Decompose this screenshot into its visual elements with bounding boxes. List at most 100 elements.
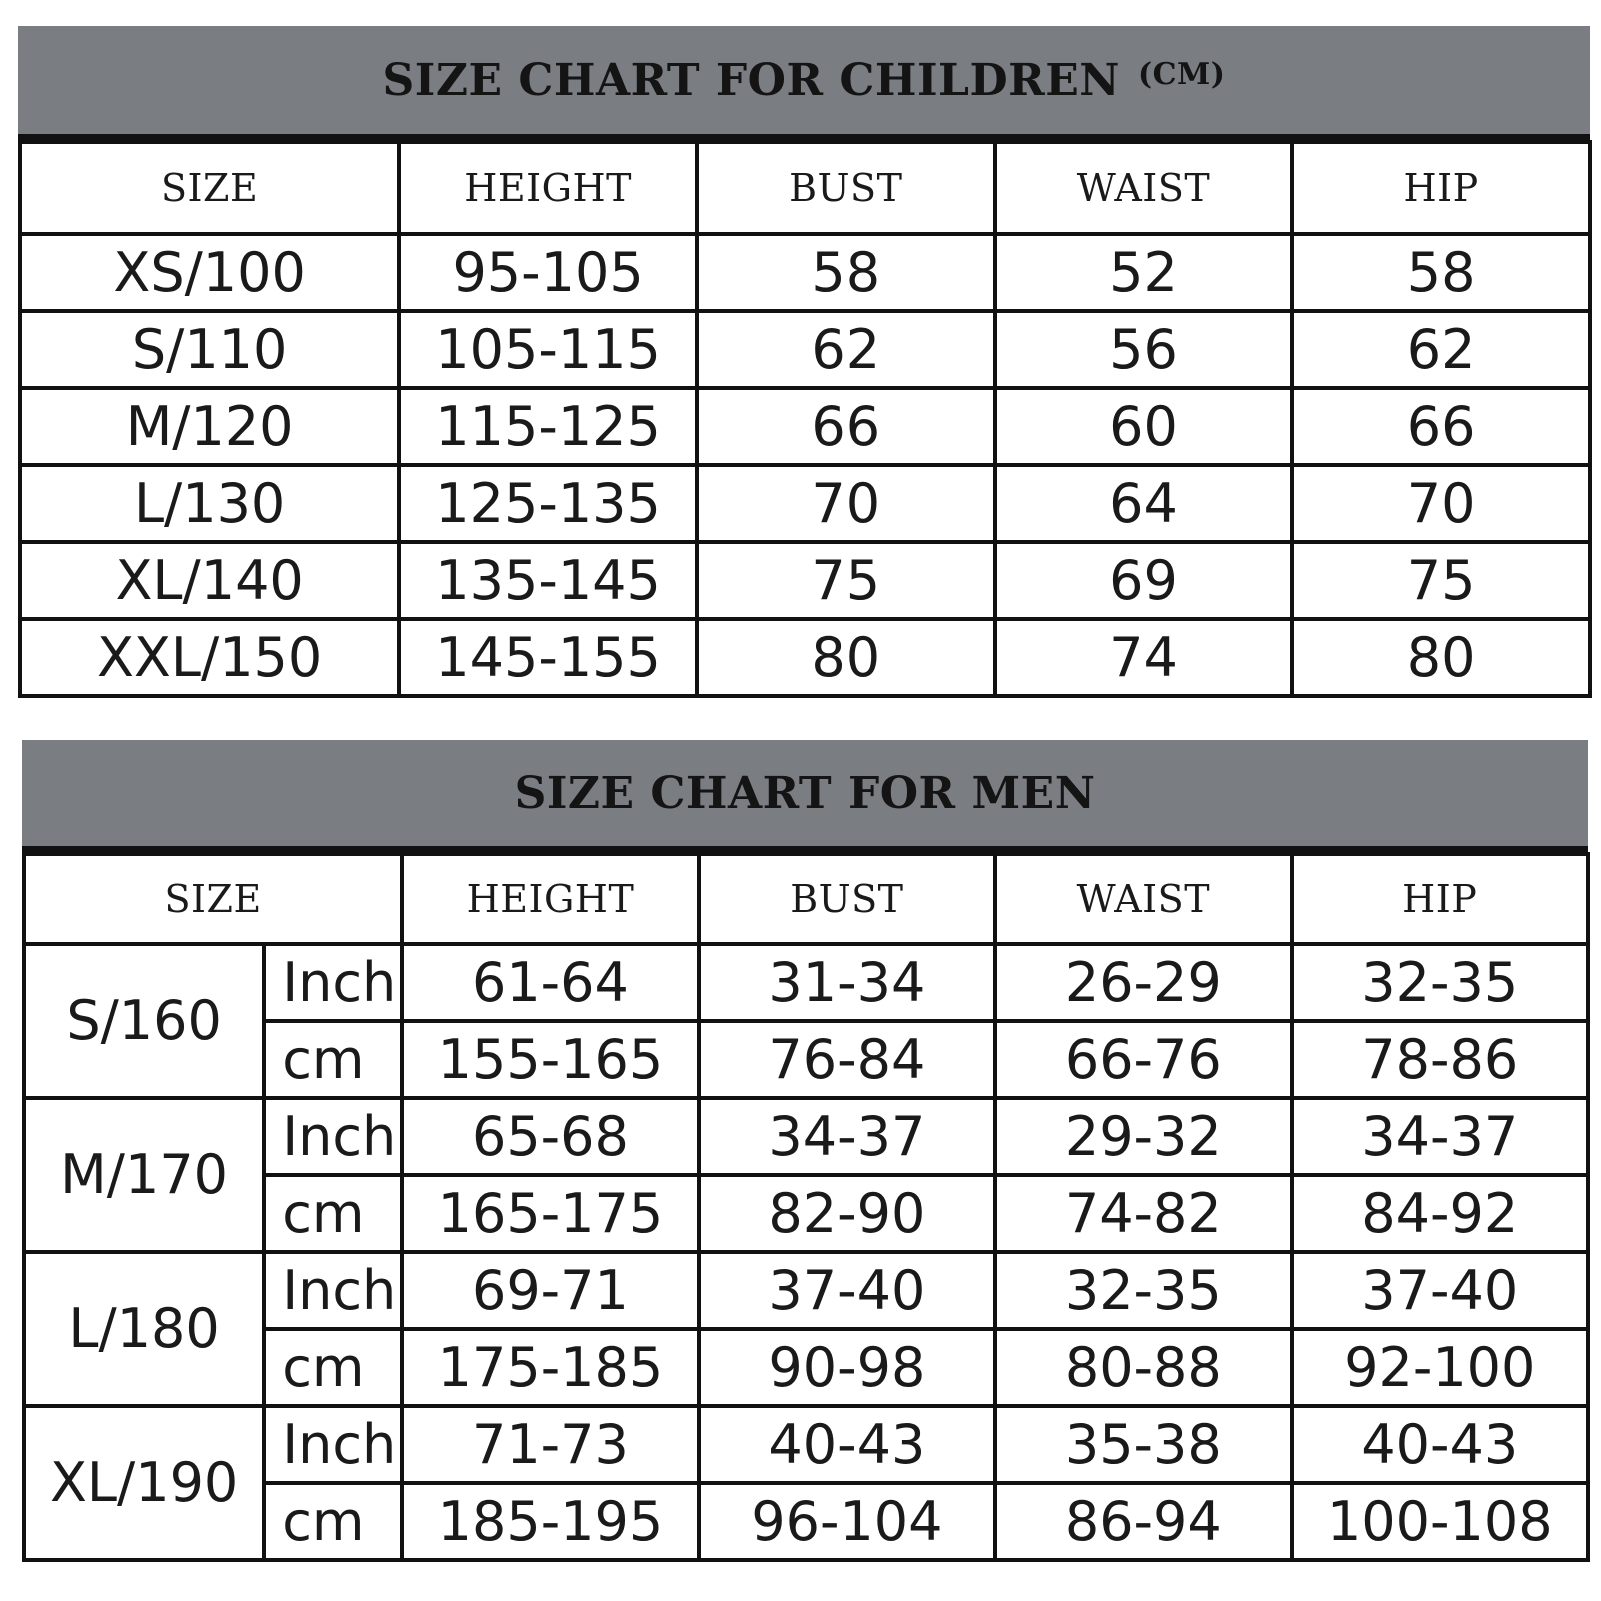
table-row: XS/100 95-105 58 52 58	[17, 232, 1592, 313]
hip-cell: 58	[1290, 232, 1592, 313]
height-cell: 105-115	[397, 309, 699, 390]
height-cell: 165-175	[400, 1173, 701, 1254]
bust-cell: 62	[694, 309, 997, 390]
waist-cell: 26-29	[993, 942, 1294, 1023]
size-cell: XL/140	[17, 540, 402, 621]
height-cell: 65-68	[400, 1096, 701, 1177]
table-row: cm 175-185 90-98 80-88 92-100	[24, 1327, 1591, 1408]
men-title-banner: SIZE CHART FOR MEN	[22, 740, 1588, 852]
unit-cell: cm	[262, 1481, 405, 1562]
table-row: S/160 Inch 61-64 31-34 26-29 32-35	[21, 942, 1591, 1100]
children-title-banner: SIZE CHART FOR CHILDREN (CM)	[18, 26, 1590, 140]
hip-cell: 37-40	[1289, 1250, 1591, 1331]
bust-cell: 96-104	[696, 1481, 998, 1562]
hip-cell: 75	[1290, 540, 1592, 621]
table-row: S/110 105-115 62 56 62	[17, 309, 1592, 390]
table-row: cm 165-175 82-90 74-82 84-92	[24, 1173, 1591, 1254]
waist-cell: 52	[992, 232, 1295, 313]
unit-cell: Inch	[262, 1404, 405, 1485]
size-cell: L/180	[21, 1250, 267, 1408]
children-header-size: SIZE	[17, 140, 402, 236]
bust-cell: 37-40	[696, 1250, 998, 1331]
table-row: XL/190 Inch 71-73 40-43 35-38 40-43	[21, 1404, 1591, 1562]
waist-cell: 74-82	[993, 1173, 1294, 1254]
waist-cell: 60	[992, 386, 1295, 467]
height-cell: 125-135	[397, 463, 699, 544]
bust-cell: 66	[694, 386, 997, 467]
bust-cell: 34-37	[696, 1096, 998, 1177]
waist-cell: 35-38	[993, 1404, 1294, 1485]
bust-cell: 75	[694, 540, 997, 621]
children-title-unit: (CM)	[1137, 56, 1226, 92]
hip-cell: 32-35	[1289, 942, 1591, 1023]
height-cell: 115-125	[397, 386, 699, 467]
waist-cell: 66-76	[993, 1019, 1294, 1100]
men-header-row: SIZE HEIGHT BUST WAIST HIP	[21, 852, 1591, 946]
height-cell: 175-185	[400, 1327, 701, 1408]
children-header-waist: WAIST	[992, 140, 1295, 236]
waist-cell: 74	[992, 617, 1295, 698]
table-row: XL/140 135-145 75 69 75	[17, 540, 1592, 621]
hip-cell: 34-37	[1289, 1096, 1591, 1177]
waist-cell: 29-32	[993, 1096, 1294, 1177]
bust-cell: 40-43	[696, 1404, 998, 1485]
table-row: L/130 125-135 70 64 70	[17, 463, 1592, 544]
height-cell: 69-71	[400, 1250, 701, 1331]
men-header-bust: BUST	[696, 852, 998, 946]
waist-cell: 69	[992, 540, 1295, 621]
height-cell: 145-155	[397, 617, 699, 698]
men-header-hip: HIP	[1289, 852, 1591, 946]
men-header-size: SIZE	[21, 852, 405, 946]
unit-cell: cm	[262, 1019, 405, 1100]
height-cell: 135-145	[397, 540, 699, 621]
bust-cell: 31-34	[696, 942, 998, 1023]
hip-cell: 92-100	[1289, 1327, 1591, 1408]
men-title: SIZE CHART FOR MEN	[514, 767, 1096, 819]
waist-cell: 80-88	[993, 1327, 1294, 1408]
children-header-hip: HIP	[1290, 140, 1592, 236]
hip-cell: 84-92	[1289, 1173, 1591, 1254]
men-header-height: HEIGHT	[400, 852, 701, 946]
table-row: cm 155-165 76-84 66-76 78-86	[24, 1019, 1591, 1100]
size-cell: M/170	[21, 1096, 267, 1254]
hip-cell: 78-86	[1289, 1019, 1591, 1100]
children-header-bust: BUST	[694, 140, 997, 236]
bust-cell: 80	[694, 617, 997, 698]
table-row: L/180 Inch 69-71 37-40 32-35 37-40	[21, 1250, 1591, 1408]
size-cell: M/120	[17, 386, 402, 467]
height-cell: 71-73	[400, 1404, 701, 1485]
unit-cell: Inch	[262, 1250, 405, 1331]
table-row: XXL/150 145-155 80 74 80	[17, 617, 1592, 698]
men-header-waist: WAIST	[993, 852, 1294, 946]
children-size-table: SIZE HEIGHT BUST WAIST HIP XS/100 95-105…	[17, 140, 1592, 698]
size-cell: XL/190	[21, 1404, 267, 1562]
table-row: cm 185-195 96-104 86-94 100-108	[24, 1481, 1591, 1562]
bust-cell: 82-90	[696, 1173, 998, 1254]
hip-cell: 100-108	[1289, 1481, 1591, 1562]
table-row: M/170 Inch 65-68 34-37 29-32 34-37	[21, 1096, 1591, 1254]
waist-cell: 86-94	[993, 1481, 1294, 1562]
unit-cell: cm	[262, 1173, 405, 1254]
height-cell: 155-165	[400, 1019, 701, 1100]
bust-cell: 90-98	[696, 1327, 998, 1408]
height-cell: 61-64	[400, 942, 701, 1023]
hip-cell: 66	[1290, 386, 1592, 467]
size-cell: L/130	[17, 463, 402, 544]
table-row: M/120 115-125 66 60 66	[17, 386, 1592, 467]
size-cell: S/160	[21, 942, 267, 1100]
bust-cell: 58	[694, 232, 997, 313]
bust-cell: 76-84	[696, 1019, 998, 1100]
children-header-height: HEIGHT	[397, 140, 699, 236]
unit-cell: Inch	[262, 942, 405, 1023]
unit-cell: cm	[262, 1327, 405, 1408]
size-cell: S/110	[17, 309, 402, 390]
height-cell: 185-195	[400, 1481, 701, 1562]
waist-cell: 56	[992, 309, 1295, 390]
hip-cell: 40-43	[1289, 1404, 1591, 1485]
bust-cell: 70	[694, 463, 997, 544]
hip-cell: 62	[1290, 309, 1592, 390]
size-cell: XXL/150	[17, 617, 402, 698]
unit-cell: Inch	[262, 1096, 405, 1177]
size-cell: XS/100	[17, 232, 402, 313]
waist-cell: 32-35	[993, 1250, 1294, 1331]
